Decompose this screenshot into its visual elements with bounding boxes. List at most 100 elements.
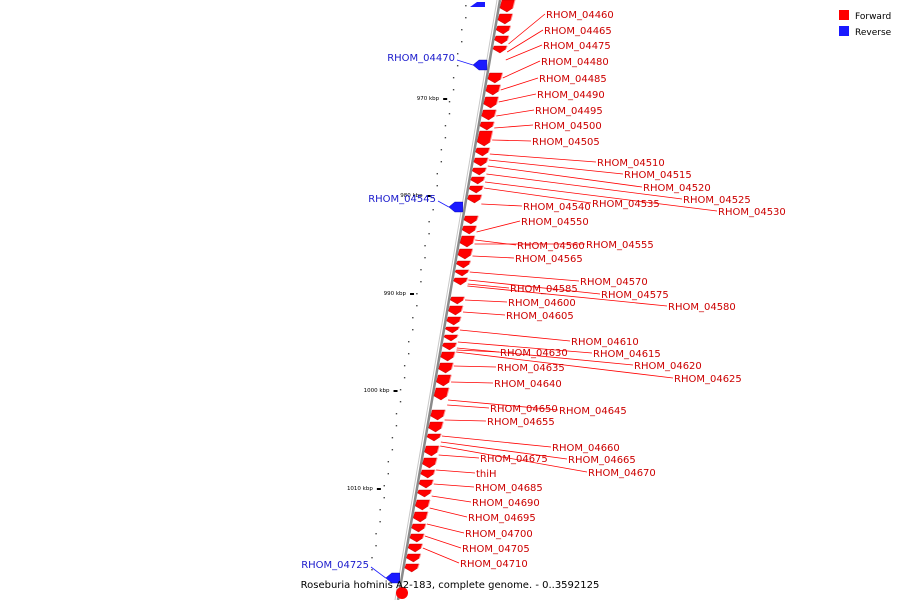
forward-gene-arrow: [411, 523, 427, 533]
gene-label-forward: RHOM_04695: [468, 513, 536, 524]
scale-tick-label: 990 kbp: [384, 291, 407, 297]
forward-gene-arrow: [456, 260, 471, 269]
gene-highlight: [470, 248, 474, 256]
scale-dot: [456, 53, 459, 55]
gene-label-forward: thiH: [476, 469, 497, 480]
forward-gene-arrow: [454, 269, 470, 277]
label-connector: [429, 507, 468, 518]
forward-gene-arrow: [463, 215, 479, 225]
gene-highlight: [505, 45, 508, 50]
gene-highlight: [476, 215, 479, 221]
forward-gene-arrow: [443, 334, 459, 342]
gene-label-forward: RHOM_04480: [541, 57, 609, 68]
label-connector: [472, 255, 515, 259]
gene-label-forward: RHOM_04560: [517, 241, 585, 252]
forward-gene-arrow: [422, 457, 438, 469]
scale-dot: [444, 125, 447, 127]
gene-label-forward: RHOM_04475: [543, 41, 611, 52]
gene-label-forward: RHOM_04700: [465, 529, 533, 540]
scale-dot: [408, 341, 410, 343]
label-connector: [424, 535, 462, 549]
scale-dot: [452, 89, 455, 91]
gene-label-forward: RHOM_04690: [472, 498, 540, 509]
forward-gene-arrow: [436, 374, 452, 387]
forward-gene-arrow: [420, 469, 436, 479]
gene-label-forward: RHOM_04625: [674, 374, 742, 385]
scale-dot: [448, 101, 451, 103]
forward-gene-arrow: [428, 421, 444, 433]
gene-label-reverse: RHOM_04725: [301, 560, 369, 571]
gene-label-forward: RHOM_04635: [497, 363, 565, 374]
scale-dot: [395, 425, 398, 427]
forward-gene-arrow: [445, 326, 460, 334]
gene-highlight: [436, 445, 440, 453]
scale-dot: [440, 149, 443, 151]
label-connector: [467, 285, 668, 307]
gene-highlight: [483, 176, 486, 181]
scale-dot: [371, 569, 373, 571]
scale-dot: [367, 581, 369, 583]
scale-dot: [448, 113, 451, 115]
gene-highlight: [507, 35, 510, 41]
scale-dot: [461, 41, 463, 43]
gene-label-forward: RHOM_04515: [624, 170, 692, 181]
reverse-gene-arrow: [385, 572, 400, 584]
forward-gene-arrow: [483, 96, 499, 109]
label-connector: [462, 311, 506, 316]
scale-dot: [428, 221, 430, 223]
scale-ticks: 970 kbp 980 kbp 990 kbp 1000 kbp 1010 kbp: [347, 96, 448, 492]
label-connector: [456, 351, 674, 379]
forward-gene-arrow: [409, 533, 425, 543]
forward-gene-arrow: [481, 109, 497, 121]
forward-gene-arrow: [487, 72, 503, 84]
scale-dot: [379, 509, 381, 511]
forward-gene-arrow: [433, 387, 450, 401]
label-connector: [485, 181, 718, 212]
scale-dot: [424, 257, 426, 259]
forward-gene-arrow: [404, 563, 420, 573]
gene-label-forward: RHOM_04665: [568, 455, 636, 466]
label-connector: [436, 469, 476, 474]
gene-label-forward: RHOM_04500: [534, 121, 602, 132]
gene-highlight: [510, 13, 514, 21]
forward-gene-arrow: [440, 351, 456, 362]
label-connector: [453, 365, 497, 368]
gene-label-forward: RHOM_04530: [718, 207, 786, 218]
gene-label-forward: RHOM_04555: [586, 240, 654, 251]
forward-gene-arrow: [450, 296, 465, 305]
label-connector: [508, 13, 546, 45]
gene-label-forward: RHOM_04645: [559, 406, 627, 417]
gene-label-forward: RHOM_04675: [480, 454, 548, 465]
gene-highlight: [441, 421, 444, 429]
forward-gene-arrow: [418, 479, 434, 489]
forward-gene-arrow: [396, 587, 408, 599]
scale-dot: [379, 521, 381, 523]
gene-highlight: [489, 130, 494, 143]
label-connector: [475, 239, 517, 246]
gene-label-forward: RHOM_04525: [683, 195, 751, 206]
scale-dot: [465, 17, 467, 19]
gene-label-forward: RHOM_04655: [487, 417, 555, 428]
gene-highlight: [474, 225, 478, 231]
label-connector: [440, 441, 568, 460]
scale-dot: [412, 329, 414, 331]
label-connector: [492, 139, 532, 142]
gene-highlight: [457, 326, 460, 330]
forward-gene-arrow: [424, 445, 440, 457]
scale-tick-mark: [376, 488, 381, 490]
gene-label-forward: RHOM_04535: [592, 199, 660, 210]
gene-label-forward: RHOM_04505: [532, 137, 600, 148]
gene-highlight: [468, 260, 472, 265]
scale-tick-label: 980 kbp: [400, 193, 423, 199]
label-connector: [440, 445, 588, 473]
gene-label-forward: RHOM_04620: [634, 361, 702, 372]
gene-highlight: [494, 109, 497, 117]
label-connector: [498, 93, 537, 103]
label-connector: [451, 381, 494, 384]
scale-dot: [412, 317, 414, 319]
gene-highlight: [484, 167, 487, 172]
gene-highlight: [512, 0, 516, 9]
gene-highlight: [480, 194, 483, 200]
label-connector: [494, 124, 534, 129]
gene-highlight: [427, 499, 431, 507]
